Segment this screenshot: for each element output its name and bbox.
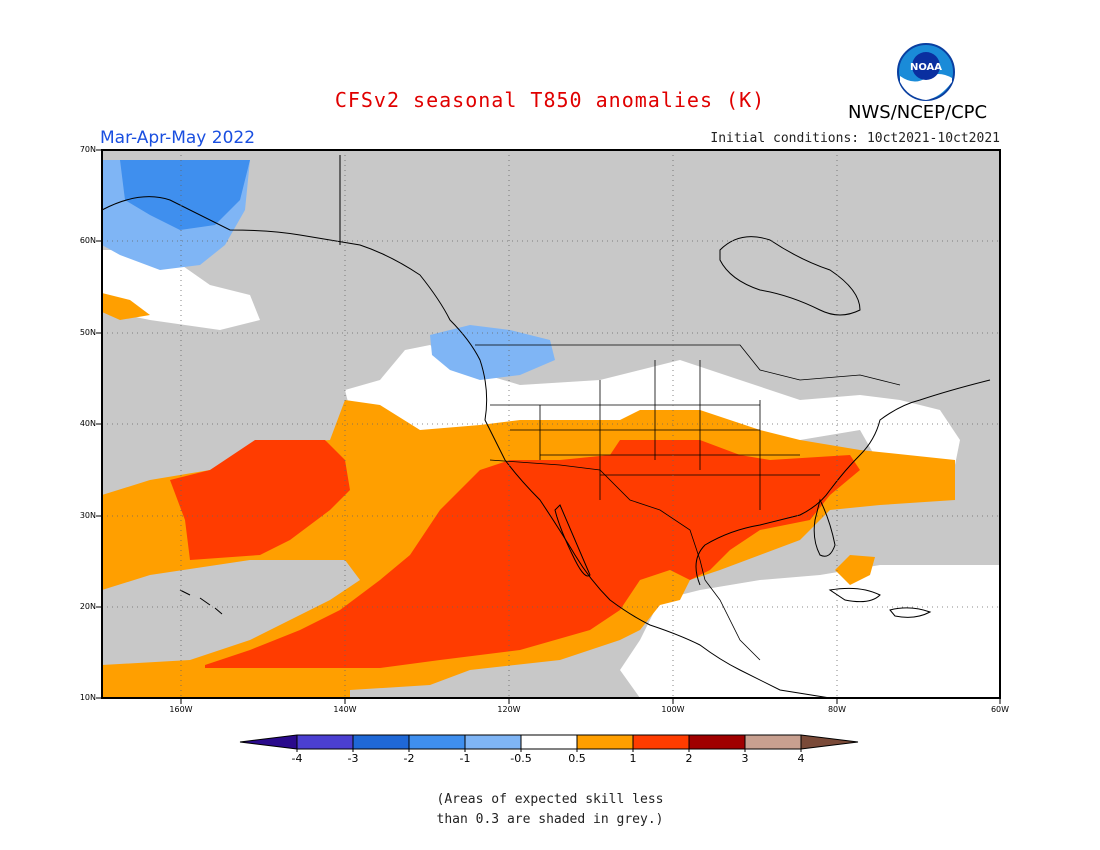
lon-label-140w: 140W <box>333 705 357 714</box>
noaa-logo: NOAA <box>897 43 955 101</box>
svg-text:NOAA: NOAA <box>910 62 942 73</box>
lon-label-120w: 120W <box>497 705 521 714</box>
blue-region-pacific-northwest <box>430 325 555 380</box>
political-borders <box>475 344 901 661</box>
season-label: Mar-Apr-May 2022 <box>100 128 256 148</box>
red-region-main <box>170 440 350 560</box>
orange-region-cuba <box>835 555 875 585</box>
colorbar-label: 4 <box>797 752 805 765</box>
lat-label-40n: 40N <box>79 419 96 428</box>
colorbar-bin-2-3 <box>689 735 745 749</box>
lon-label-100w: 100W <box>661 705 685 714</box>
colorbar-bin-m4-m3 <box>297 735 353 749</box>
lat-label-70n: 70N <box>79 145 96 154</box>
coastlines <box>102 155 991 698</box>
red-region-central <box>205 440 860 668</box>
colorbar-bin-m2-m1 <box>409 735 465 749</box>
colorbar-bin-m1-m05 <box>465 735 521 749</box>
map-title: CFSv2 seasonal T850 anomalies (K) <box>334 88 766 112</box>
colorbar-arrow-high <box>801 735 858 749</box>
white-region-caribbean <box>620 565 1000 698</box>
colorbar-label: -2 <box>403 752 415 765</box>
lat-label-20n: 20N <box>79 602 96 611</box>
lon-label-160w: 160W <box>169 705 193 714</box>
lon-label-60w: 60W <box>990 705 1010 714</box>
colorbar-bin-1-2 <box>633 735 689 749</box>
axis-ticks <box>96 149 1001 704</box>
colorbar-label: 3 <box>741 752 749 765</box>
colorbar-label: 0.5 <box>568 752 586 765</box>
colorbar-bin-m3-m2 <box>353 735 409 749</box>
colorbar-arrow-low <box>240 735 297 749</box>
lat-label-60n: 60N <box>79 236 96 245</box>
orange-region-alaska-strip <box>102 293 150 320</box>
initial-conditions-label: Initial conditions: 10ct2021-10ct2021 <box>710 131 1000 146</box>
agency-label: NWS/NCEP/CPC <box>848 102 988 123</box>
lon-label-80w: 80W <box>827 705 847 714</box>
anomaly-field <box>102 150 1000 698</box>
blue-region-alaska-core <box>120 160 250 230</box>
colorbar-label: -1 <box>459 752 471 765</box>
colorbar-label: -4 <box>291 752 303 765</box>
colorbar-bin-m05-05 <box>521 735 577 749</box>
colorbar-bin-3-4 <box>745 735 801 749</box>
colorbar-bin-05-1 <box>577 735 633 749</box>
lat-label-50n: 50N <box>79 328 96 337</box>
lat-label-30n: 30N <box>79 511 96 520</box>
colorbar-label: 2 <box>685 752 693 765</box>
lat-label-10n: 10N <box>79 693 96 702</box>
colorbar-label: 1 <box>629 752 637 765</box>
colorbar-label: -0.5 <box>510 752 532 765</box>
skill-footnote: (Areas of expected skill less than 0.3 a… <box>436 792 664 827</box>
colorbar-label: -3 <box>347 752 359 765</box>
